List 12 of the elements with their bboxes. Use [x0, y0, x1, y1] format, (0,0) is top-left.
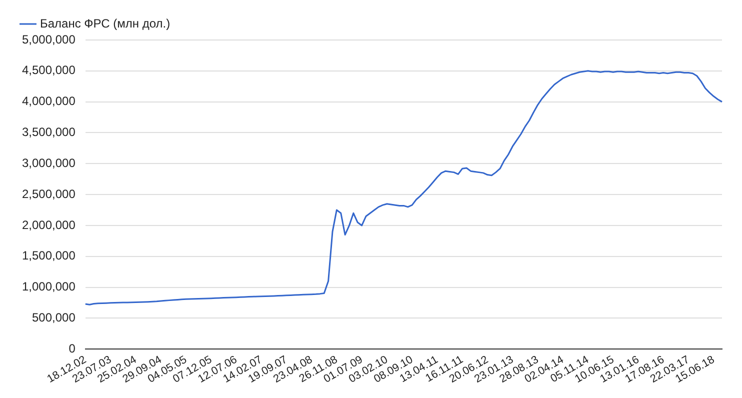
legend-label: Баланс ФРС (млн дол.): [40, 16, 170, 30]
y-tick-label: 2,500,000: [22, 186, 76, 201]
y-tick-label: 3,000,000: [22, 156, 76, 170]
y-tick-label: 2,000,000: [22, 218, 76, 232]
y-tick-label: 1,000,000: [22, 280, 76, 294]
y-tick-label: 0: [68, 341, 76, 356]
y-tick-label: 3,500,000: [22, 125, 76, 140]
y-tick-label: 4,500,000: [22, 63, 76, 78]
y-tick-label: 4,000,000: [22, 94, 76, 108]
y-tick-label: 5,000,000: [22, 32, 76, 46]
y-tick-label: 1,500,000: [22, 248, 76, 263]
y-tick-label: 500,000: [32, 310, 76, 325]
